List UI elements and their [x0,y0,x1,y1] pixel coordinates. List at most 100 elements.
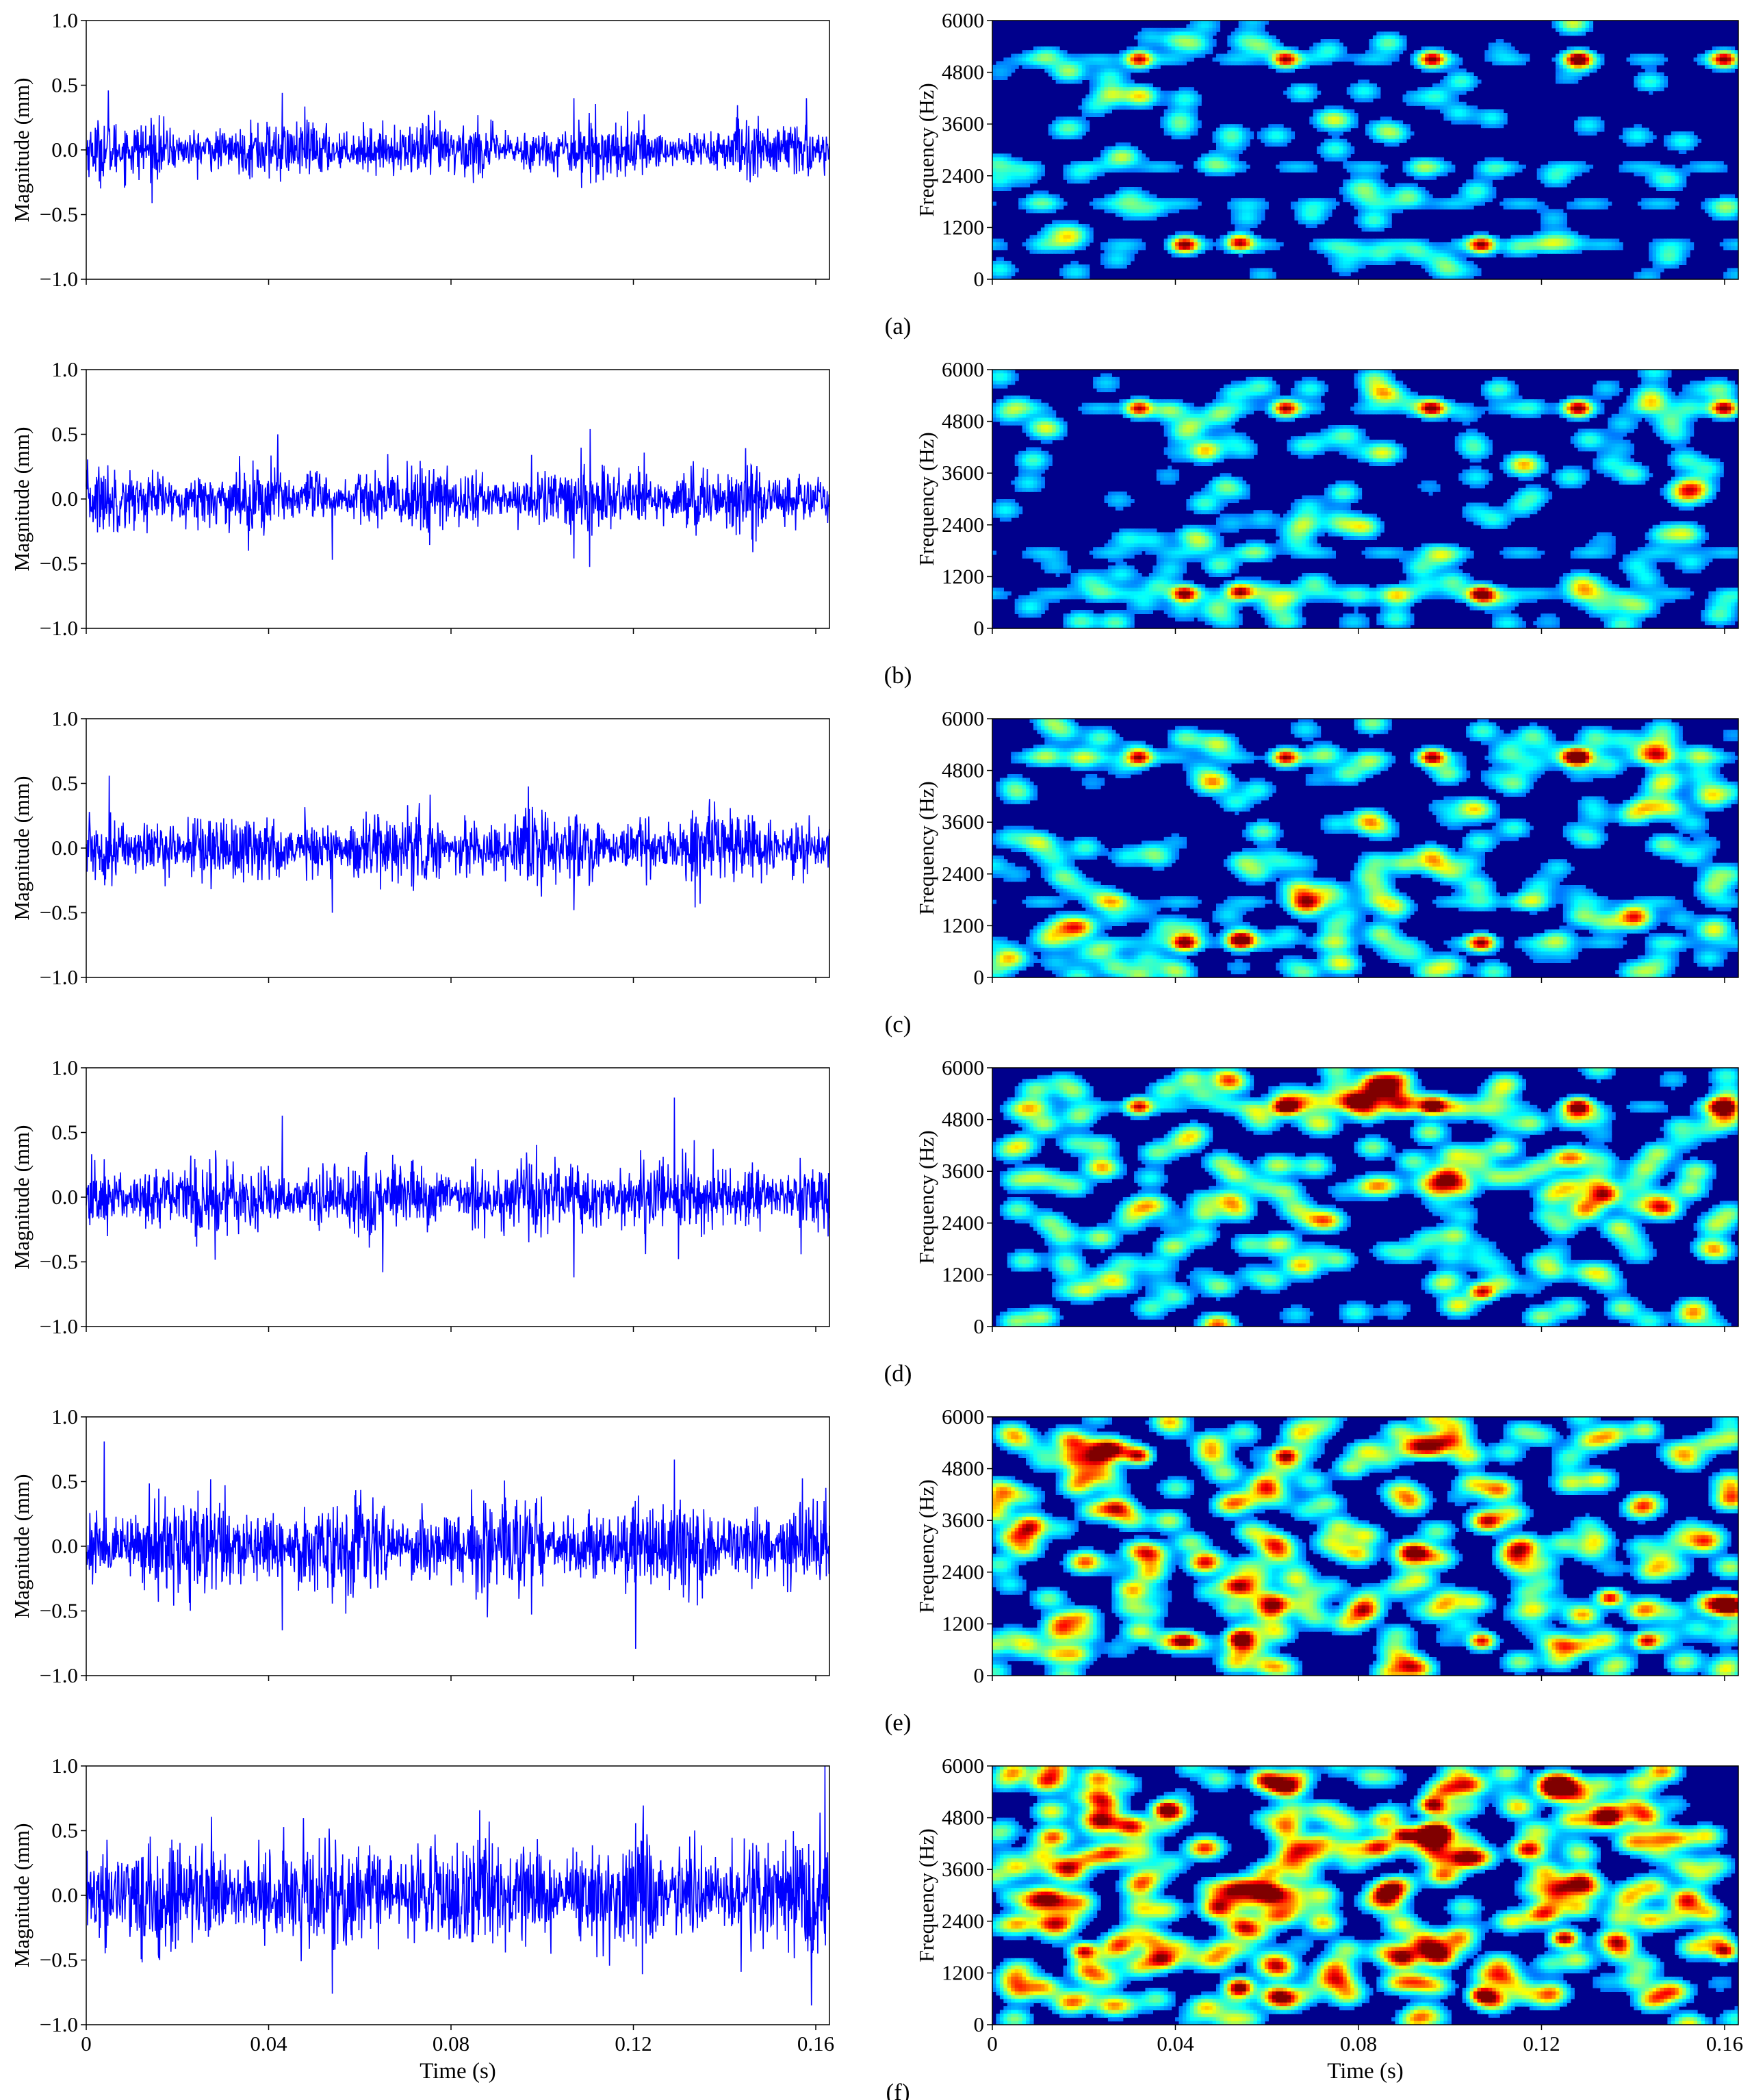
heatmap-cell [1339,249,1343,254]
heatmap-cell [1257,21,1261,25]
heatmap-cell [1641,57,1646,62]
heatmap-cell [1570,168,1575,172]
heatmap-cell [1182,42,1187,47]
heatmap-cell [1399,135,1404,140]
heatmap-cell [1660,264,1664,269]
heatmap-cell [1067,246,1072,251]
heatmap-cell [1145,42,1150,47]
heatmap-cell [1384,46,1389,51]
heatmap-cell [1384,50,1389,55]
heatmap-cell [1536,231,1541,235]
heatmap-cell [1302,64,1306,69]
heatmap-cell [1148,64,1153,69]
heatmap-cell [1093,72,1098,77]
heatmap-cell [1413,64,1418,69]
heatmap-cell [1361,57,1366,62]
heatmap-cell [1223,153,1228,158]
heatmap-cell [1727,57,1731,62]
heatmap-cell [1261,135,1265,140]
heatmap-cell [1555,168,1560,172]
heatmap-cell [1242,35,1247,40]
heatmap-cell [996,183,1001,188]
heatmap-cell [1104,57,1109,62]
heatmap-cell [1107,150,1112,154]
heatmap-cell [1652,76,1657,80]
heatmap-cell [1510,161,1515,166]
heatmap-cell [1291,98,1296,103]
heatmap-cell [1567,68,1571,73]
heatmap-cell [1197,35,1202,40]
heatmap-cell [1189,98,1194,103]
heatmap-cell [1484,175,1489,180]
heatmap-cell [1372,172,1377,177]
heatmap-cell [1395,46,1400,51]
heatmap-cell [1443,87,1448,92]
heatmap-cell [1160,101,1165,106]
heatmap-cell [1503,198,1508,203]
heatmap-cell [1376,212,1381,217]
heatmap-cell [1189,201,1194,206]
heatmap-cell [1451,68,1456,73]
heatmap-cell [1387,253,1392,258]
heatmap-cell [1007,268,1012,272]
heatmap-cell [1037,164,1042,169]
heatmap-cell [1387,120,1392,125]
heatmap-cell [1204,35,1209,40]
heatmap-cell [1432,198,1437,203]
heatmap-cell [1484,120,1489,125]
heatmap-cell [1130,212,1135,217]
heatmap-cell [1339,42,1343,47]
heatmap-cell [1014,268,1019,272]
heatmap-cell [1328,57,1332,62]
heatmap-cell [1126,216,1131,221]
heatmap-cell [1462,235,1467,240]
heatmap-cell [1589,64,1594,69]
heatmap-cell [1085,268,1090,272]
heatmap-cell [1081,164,1086,169]
heatmap-cell [1145,94,1150,99]
heatmap-cell [1328,131,1332,136]
heatmap-cell [1361,238,1366,243]
heatmap-cell [1209,50,1213,55]
heatmap-cell [1346,127,1351,132]
heatmap-cell [1119,168,1124,172]
heatmap-cell [1440,57,1445,62]
heatmap-cell [1137,205,1142,209]
heatmap-cell [1428,261,1433,265]
heatmap-cell [1488,179,1493,184]
heatmap-cell [1257,27,1261,32]
heatmap-cell [1451,205,1456,209]
heatmap-cell [1003,183,1008,188]
heatmap-cell [1331,264,1336,269]
heatmap-cell [1380,135,1384,140]
heatmap-cell [1134,187,1139,191]
heatmap-cell [1331,116,1336,121]
heatmap-cell [1052,231,1057,235]
heatmap-cell [1212,135,1217,140]
heatmap-cell [1682,261,1687,265]
heatmap-cell [1040,198,1045,203]
heatmap-cell [1119,72,1124,77]
heatmap-cell [1585,50,1590,55]
heatmap-cell [1081,109,1086,114]
heatmap-cell [1731,242,1736,246]
heatmap-cell [1567,201,1571,206]
heatmap-cell [1447,90,1452,95]
heatmap-cell [1145,83,1150,88]
heatmap-cell [1641,87,1646,92]
heatmap-cell [1358,79,1363,84]
heatmap-cell [1488,249,1493,254]
heatmap-cell [1212,172,1217,177]
heatmap-cell [1134,94,1139,99]
heatmap-cell [1231,146,1235,151]
heatmap-cell [1201,161,1206,166]
heatmap-cell [1201,42,1206,47]
heatmap-cell [1194,205,1198,209]
heatmap-cell [1361,53,1366,58]
heatmap-cell [1671,168,1675,172]
heatmap-cell [1257,57,1261,62]
heatmap-cell [1194,46,1198,51]
heatmap-cell [1264,246,1269,251]
heatmap-cell [1346,242,1351,246]
heatmap-cell [1559,209,1564,214]
